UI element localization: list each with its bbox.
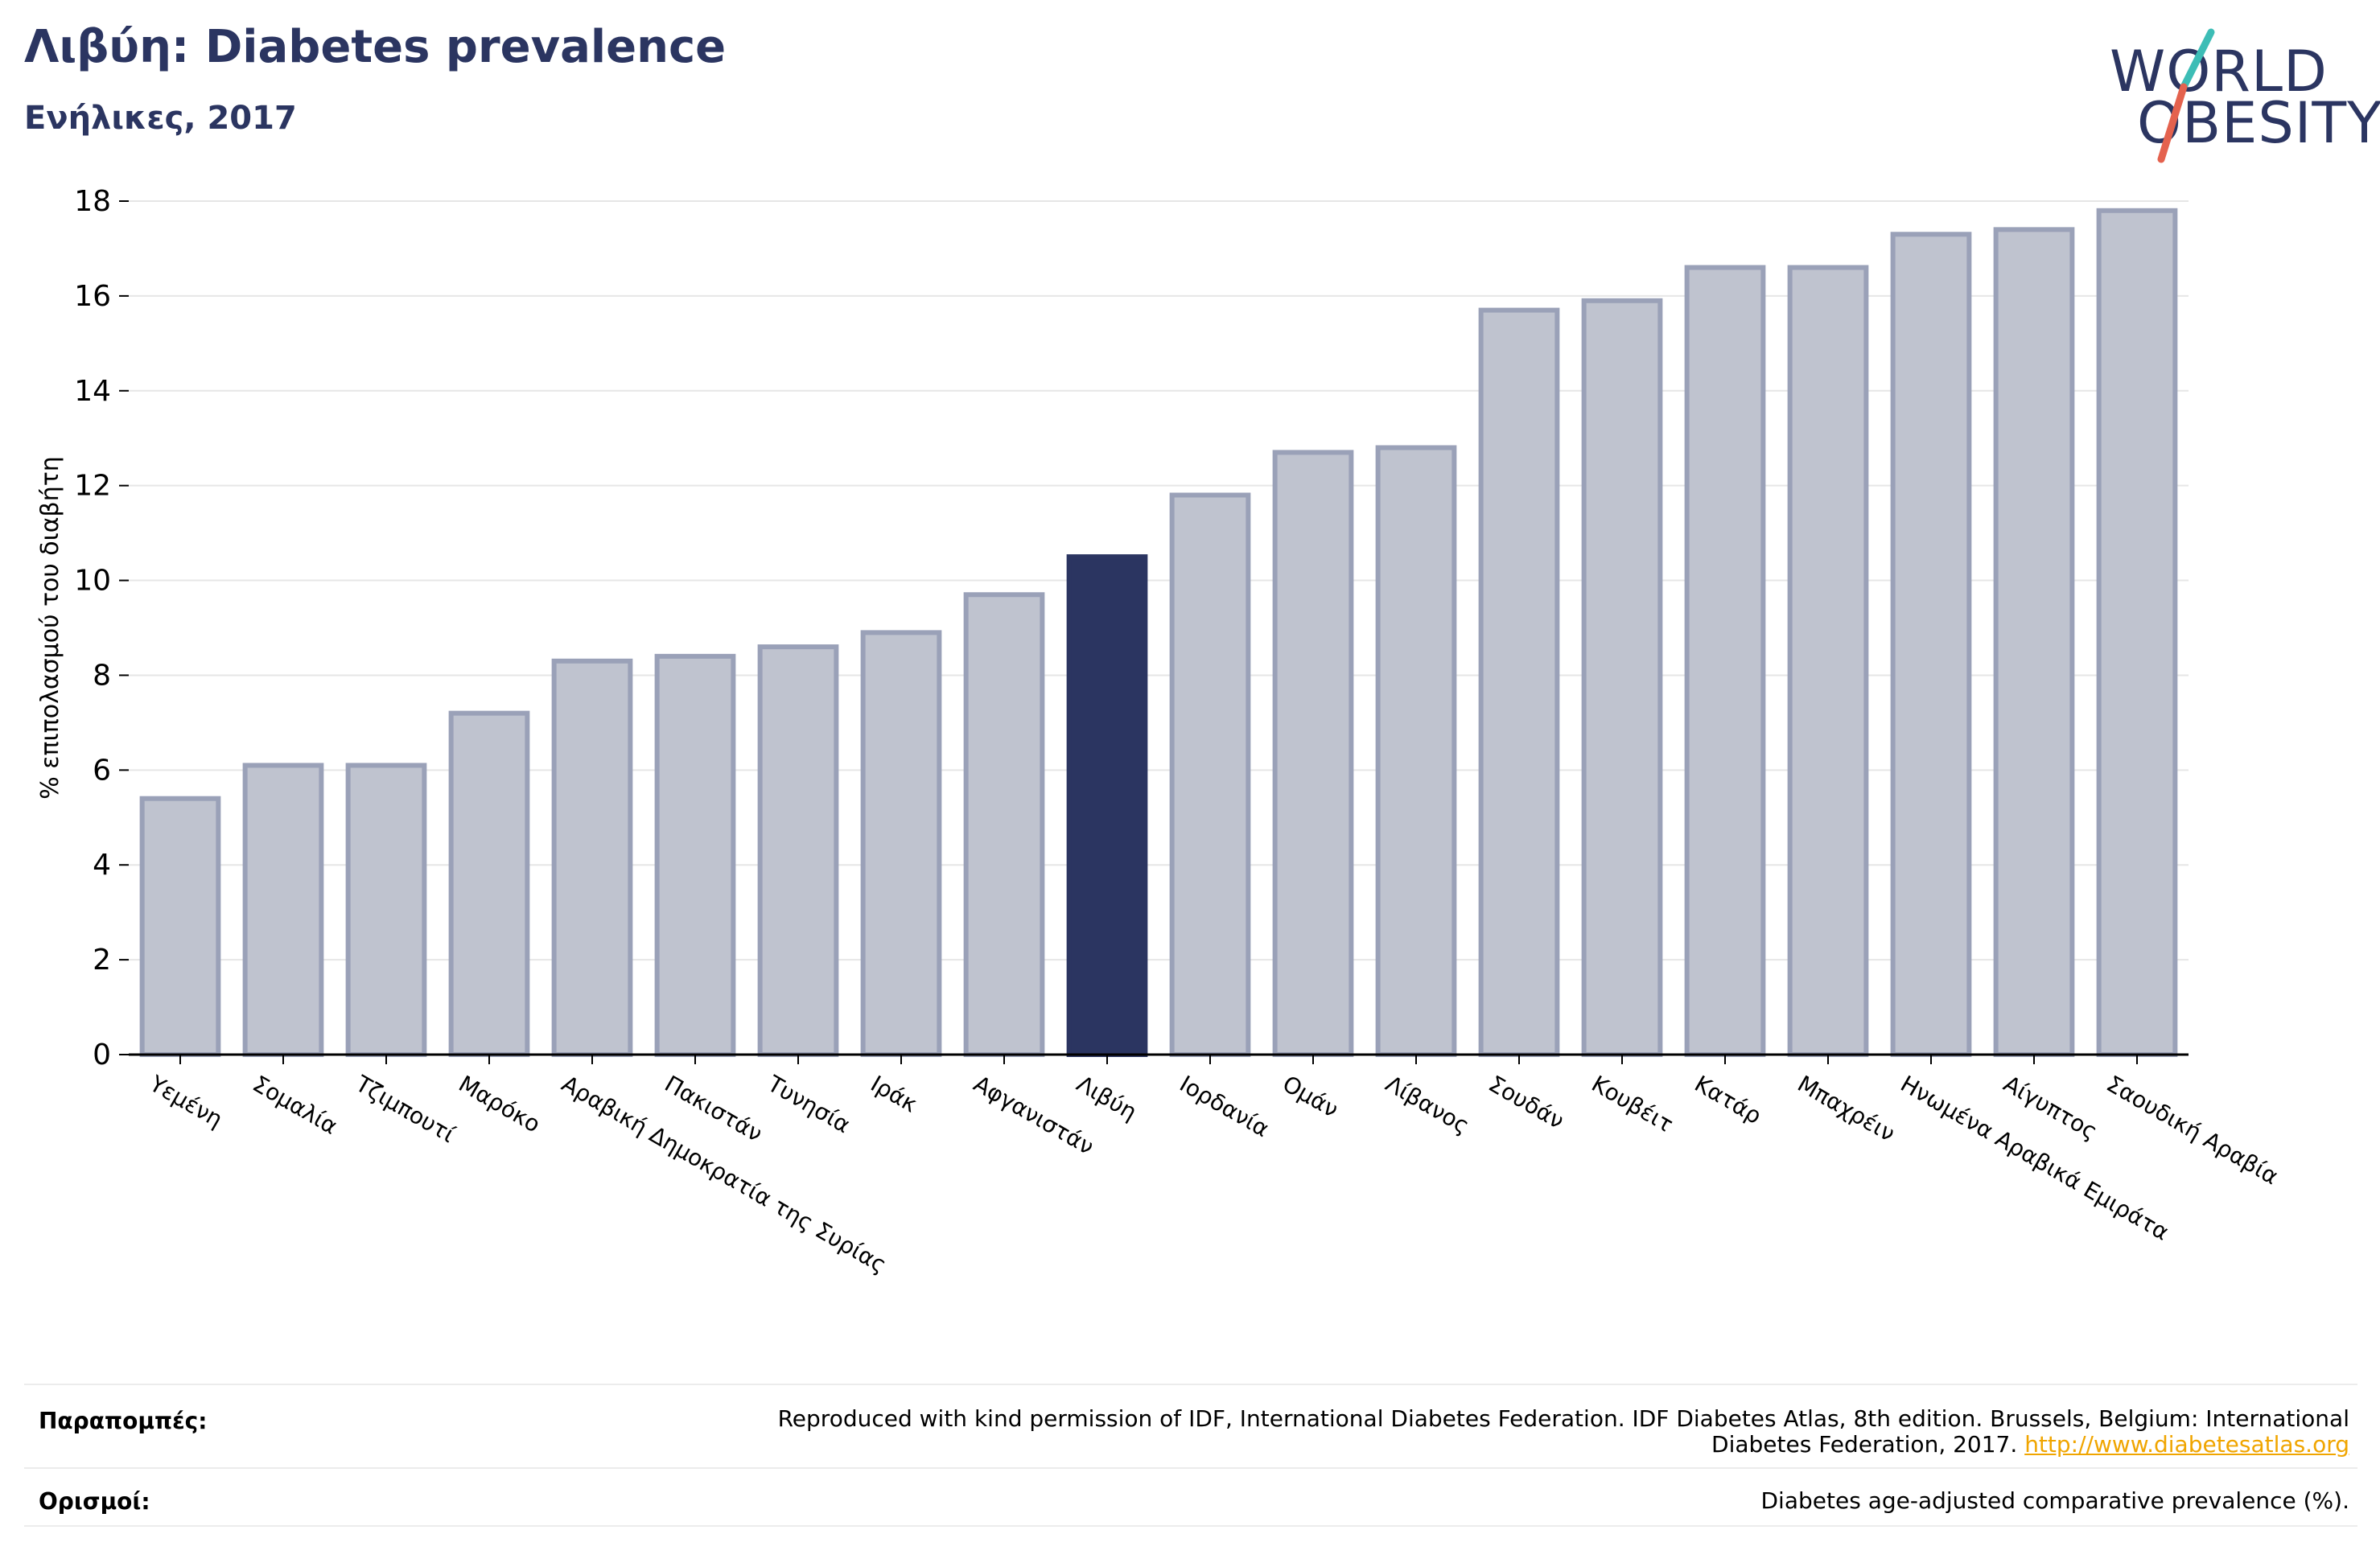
bar-20[interactable]	[2096, 208, 2178, 1057]
bar-7[interactable]	[757, 644, 839, 1057]
references-label: Παραπομπές:	[39, 1408, 208, 1434]
x-tick-label: Μαρόκο	[455, 1070, 546, 1137]
x-tick-label: Κουβέιτ	[1587, 1070, 1678, 1137]
bar-4[interactable]	[448, 710, 530, 1057]
chart-title: Λιβύη: Diabetes prevalence	[24, 21, 727, 73]
references-link[interactable]: http://www.diabetesatlas.org	[2024, 1431, 2349, 1458]
chart-subtitle: Ενήλικες, 2017	[24, 100, 297, 137]
bar-14[interactable]	[1478, 307, 1560, 1058]
bar-3[interactable]	[345, 763, 427, 1057]
bar-13[interactable]	[1375, 445, 1457, 1057]
x-tick-label: Μπαχρέιν	[1793, 1070, 1900, 1146]
y-tick-label: 16	[74, 280, 111, 313]
bar-10[interactable]	[1066, 554, 1148, 1058]
x-tick-label: Υεμένη	[145, 1070, 228, 1133]
gridlines	[129, 200, 2189, 1055]
bars	[139, 208, 2178, 1058]
bar-16[interactable]	[1684, 265, 1766, 1057]
y-axis-label: % επιπολασμού του διαβήτη	[36, 456, 64, 800]
x-tick-label: Τζιμπουτί	[351, 1070, 460, 1148]
bar-9[interactable]	[963, 592, 1045, 1057]
world-obesity-logo[interactable]: WORLD OBESITY	[2100, 24, 2380, 169]
logo-slash-icon	[2157, 28, 2215, 163]
x-tick-label: Ιορδανία	[1176, 1070, 1274, 1142]
bar-15[interactable]	[1581, 298, 1663, 1058]
y-tick-label: 10	[74, 565, 111, 598]
bar-5[interactable]	[551, 658, 633, 1057]
y-tick-label: 6	[93, 754, 111, 787]
x-tick-label: Σαουδική Αραβία	[2102, 1070, 2283, 1190]
y-axis-ticks: 0 2 4 6 8 10 12 14 16 18	[74, 185, 129, 1071]
bar-12[interactable]	[1272, 450, 1354, 1057]
bar-2[interactable]	[242, 763, 324, 1057]
y-tick-label: 0	[93, 1038, 111, 1071]
bar-17[interactable]	[1787, 265, 1869, 1057]
x-tick-label: Ομάν	[1279, 1070, 1344, 1123]
bar-chart: 0 2 4 6 8 10 12 14 16 18 Υεμένη Σομαλία ΤζιμπουτίΜα…	[36, 185, 2283, 1278]
bar-19[interactable]	[1993, 227, 2075, 1057]
y-tick-label: 2	[93, 944, 111, 977]
logo-line-world: WORLD	[2110, 39, 2328, 105]
x-tick-label: Κατάρ	[1690, 1070, 1766, 1129]
definitions-text: Diabetes age-adjusted comparative preval…	[1760, 1487, 2350, 1514]
references-line1: Reproduced with kind permission of IDF, …	[777, 1405, 2349, 1432]
definitions-label: Ορισμοί:	[39, 1488, 150, 1515]
y-tick-label: 8	[93, 659, 111, 692]
bar-18[interactable]	[1890, 232, 1972, 1057]
bar-6[interactable]	[654, 653, 736, 1057]
x-tick-label: Ιράκ	[867, 1070, 922, 1117]
references-text: Reproduced with kind permission of IDF, …	[778, 1406, 2349, 1458]
bar-8[interactable]	[860, 630, 942, 1057]
bar-1[interactable]	[139, 796, 221, 1057]
y-tick-label: 14	[74, 375, 111, 408]
x-tick-label: Λίβανος	[1381, 1070, 1474, 1139]
references-line2: Diabetes Federation, 2017.	[1711, 1431, 2018, 1458]
y-tick-label: 4	[93, 849, 111, 882]
y-tick-label: 12	[74, 470, 111, 503]
x-tick-label: Σομαλία	[249, 1070, 343, 1139]
x-tick-label: Λιβύη	[1073, 1070, 1142, 1125]
y-tick-label: 18	[74, 185, 111, 218]
x-tick-label: Τυνησία	[763, 1070, 855, 1138]
x-tick-label: Σουδάν	[1484, 1070, 1569, 1134]
bar-11[interactable]	[1169, 492, 1251, 1057]
